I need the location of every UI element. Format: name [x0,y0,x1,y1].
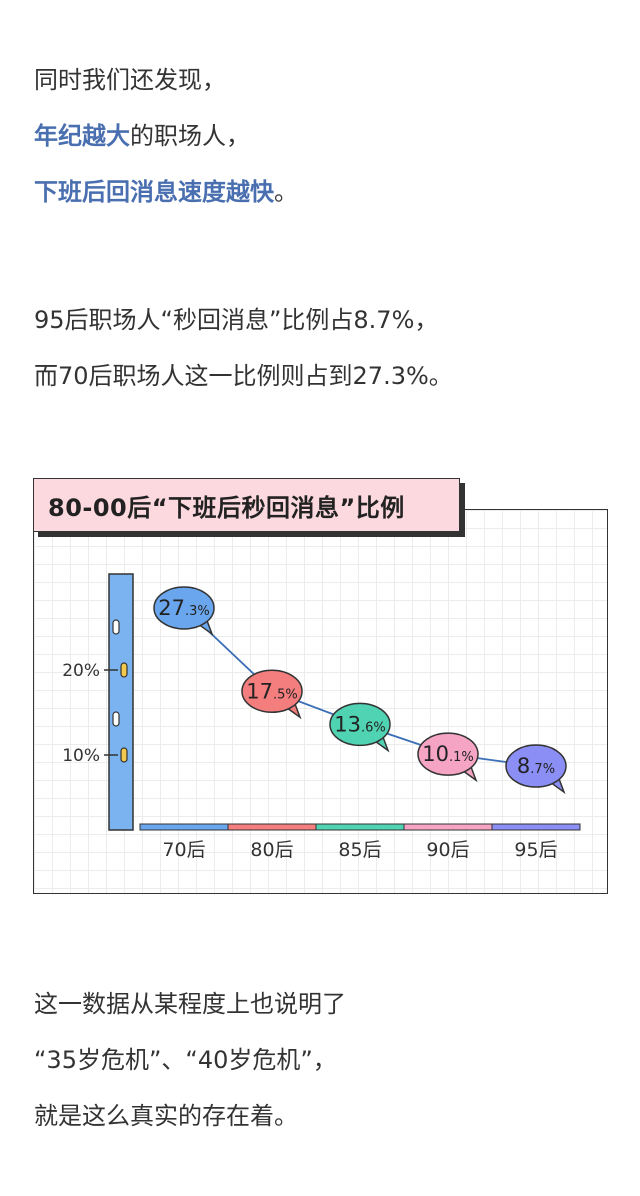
chart-title-banner: 80-00后“下班后秒回消息”比例 [33,478,460,532]
chart-title: 80-00后“下班后秒回消息”比例 [48,493,405,522]
x-tick-label: 70后 [162,839,205,861]
data-label: 17.5% [246,679,298,703]
data-label: 10.1% [422,742,474,766]
intro-line-3: 下班后回消息速度越快。 [34,164,298,220]
data-label: 8.7% [517,754,555,778]
conclusion-line-2: “35岁危机”、“40岁危机”， [34,1046,337,1074]
intro-line-2: 年纪越大的职场人， [34,108,298,164]
y-tick-marker-icon [120,747,128,763]
intro-line-1: 同时我们还发现， [34,66,226,94]
intro-line-2-rest: 的职场人， [130,122,250,150]
stats-paragraph: 95后职场人“秒回消息”比例占8.7%， 而70后职场人这一比例则占到27.3%… [34,292,453,404]
x-axis-segment [491,823,581,831]
x-tick-label: 90后 [426,839,469,861]
data-bubble: 10.1% [417,732,479,783]
x-axis-segment [403,823,493,831]
intro-line-3-highlight: 下班后回消息速度越快 [34,178,274,206]
stats-line-2: 而70后职场人这一比例则占到27.3%。 [34,362,453,390]
data-bubble: 8.7% [505,744,567,795]
conclusion-paragraph: 这一数据从某程度上也说明了 “35岁危机”、“40岁危机”， 就是这么真实的存在… [34,976,346,1144]
y-tick-marker-icon [120,662,128,678]
axis-slot-icon [112,711,120,727]
bubble-body [241,669,303,713]
x-axis-segment [139,823,229,831]
data-bubble: 13.6% [329,702,391,753]
intro-line-3-rest: 。 [274,178,298,206]
intro-paragraph: 同时我们还发现， 年纪越大的职场人， 下班后回消息速度越快。 [34,52,298,220]
y-axis-bar [108,573,134,831]
chart-svg: 10% 20% 70后 80后 85后 90后 95后 27.3% 17.5% 13.6% 10.1… [62,573,581,861]
data-label: 13.6% [334,712,386,736]
bubble-body [505,744,567,788]
bubble-body [417,732,479,776]
bubble-body [329,702,391,747]
stats-line-1: 95后职场人“秒回消息”比例占8.7%， [34,306,439,334]
conclusion-line-3: 就是这么真实的存在着。 [34,1102,298,1130]
axis-slot-icon [112,619,120,635]
chart-panel: 10% 20% 70后 80后 85后 90后 95后 27.3% 17.5% 13.6% 10.1… [33,509,608,894]
x-tick-label: 80后 [250,839,293,861]
x-tick-label: 95后 [514,839,557,861]
data-label: 27.3% [158,596,210,620]
intro-line-2-highlight: 年纪越大 [34,122,130,150]
data-bubble: 17.5% [241,669,303,720]
bubble-body [153,586,215,630]
x-axis-segment [315,823,405,831]
y-tick-label: 10% [62,746,100,766]
x-axis-segment [227,823,317,831]
data-bubble: 27.3% [153,586,215,636]
y-tick-label: 20% [62,661,100,681]
x-tick-label: 85后 [338,839,381,861]
conclusion-line-1: 这一数据从某程度上也说明了 [34,990,346,1018]
